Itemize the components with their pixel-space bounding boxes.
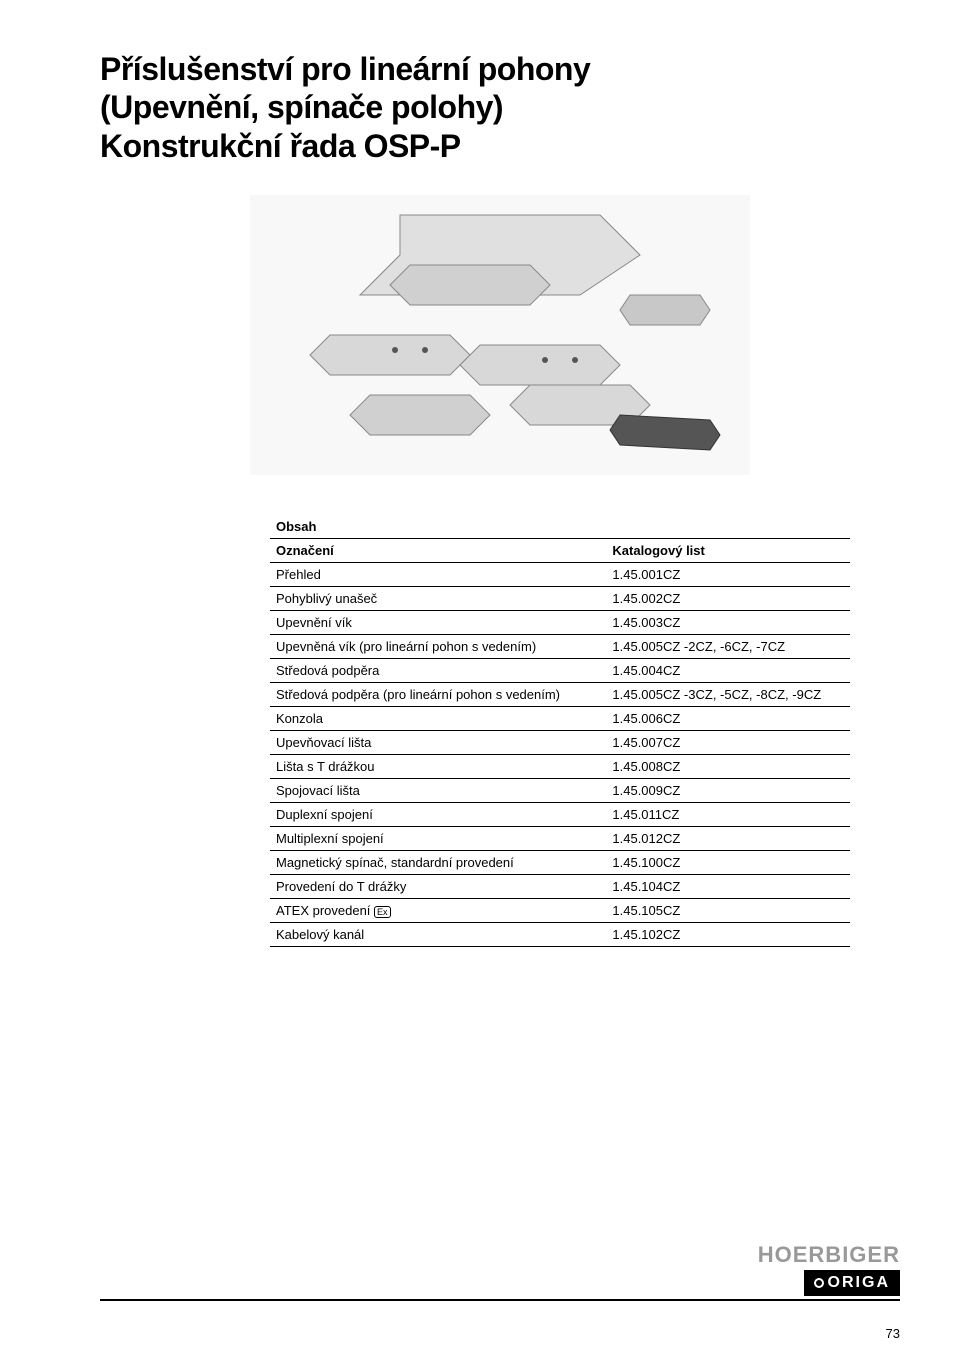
- logo-origa: ORIGA: [804, 1270, 900, 1296]
- table-cell-code: 1.45.002CZ: [606, 587, 850, 611]
- table-cell-label: Upevnění vík: [270, 611, 606, 635]
- table-row: Upevněná vík (pro lineární pohon s veden…: [270, 635, 850, 659]
- table-cell-label: Konzola: [270, 707, 606, 731]
- table-body: Přehled1.45.001CZPohyblivý unašeč1.45.00…: [270, 563, 850, 947]
- table-cell-label: Duplexní spojení: [270, 803, 606, 827]
- table-cell-label: Přehled: [270, 563, 606, 587]
- exploded-drawing-svg: [250, 195, 750, 475]
- table-cell-code: 1.45.005CZ -3CZ, -5CZ, -8CZ, -9CZ: [606, 683, 850, 707]
- page-root: Příslušenství pro lineární pohony (Upevn…: [0, 0, 960, 1371]
- table-row: Upevnění vík1.45.003CZ: [270, 611, 850, 635]
- table-cell-label: Multiplexní spojení: [270, 827, 606, 851]
- table-row: ATEX provedení Ex1.45.105CZ: [270, 899, 850, 923]
- product-exploded-view: [250, 195, 750, 475]
- table-cell-code: 1.45.007CZ: [606, 731, 850, 755]
- contents-table-wrap: Obsah Označení Katalogový list Přehled1.…: [270, 515, 850, 947]
- table-header-col2: Katalogový list: [606, 539, 850, 563]
- table-row: Konzola1.45.006CZ: [270, 707, 850, 731]
- logo-origa-text: ORIGA: [828, 1274, 890, 1291]
- table-cell-label: Spojovací lišta: [270, 779, 606, 803]
- table-cell-code: 1.45.005CZ -2CZ, -6CZ, -7CZ: [606, 635, 850, 659]
- table-cell-label: Lišta s T drážkou: [270, 755, 606, 779]
- table-row: Středová podpěra (pro lineární pohon s v…: [270, 683, 850, 707]
- table-cell-code: 1.45.004CZ: [606, 659, 850, 683]
- table-cell-label: Kabelový kanál: [270, 923, 606, 947]
- table-row: Lišta s T drážkou1.45.008CZ: [270, 755, 850, 779]
- table-caption: Obsah: [270, 515, 850, 539]
- table-header-col1: Označení: [270, 539, 606, 563]
- table-cell-label: Upevněná vík (pro lineární pohon s veden…: [270, 635, 606, 659]
- title-line-1: Příslušenství pro lineární pohony: [100, 50, 900, 88]
- table-cell-code: 1.45.012CZ: [606, 827, 850, 851]
- table-row: Přehled1.45.001CZ: [270, 563, 850, 587]
- table-cell-code: 1.45.008CZ: [606, 755, 850, 779]
- table-cell-code: 1.45.100CZ: [606, 851, 850, 875]
- table-cell-label: Provedení do T drážky: [270, 875, 606, 899]
- table-cell-label: Pohyblivý unašeč: [270, 587, 606, 611]
- table-cell-label: Magnetický spínač, standardní provedení: [270, 851, 606, 875]
- table-cell-code: 1.45.006CZ: [606, 707, 850, 731]
- table-cell-code: 1.45.009CZ: [606, 779, 850, 803]
- table-row: Středová podpěra1.45.004CZ: [270, 659, 850, 683]
- table-cell-label: Středová podpěra: [270, 659, 606, 683]
- table-row: Kabelový kanál1.45.102CZ: [270, 923, 850, 947]
- table-row: Magnetický spínač, standardní provedení1…: [270, 851, 850, 875]
- table-cell-label: Středová podpěra (pro lineární pohon s v…: [270, 683, 606, 707]
- table-cell-code: 1.45.001CZ: [606, 563, 850, 587]
- table-cell-code: 1.45.011CZ: [606, 803, 850, 827]
- table-cell-code: 1.45.104CZ: [606, 875, 850, 899]
- title-line-3: Konstrukční řada OSP-P: [100, 127, 900, 165]
- page-title: Příslušenství pro lineární pohony (Upevn…: [100, 50, 900, 165]
- table-cell-label: Upevňovací lišta: [270, 731, 606, 755]
- table-cell-code: 1.45.102CZ: [606, 923, 850, 947]
- table-cell-label: ATEX provedení Ex: [270, 899, 606, 923]
- table-row: Multiplexní spojení1.45.012CZ: [270, 827, 850, 851]
- table-row: Pohyblivý unašeč1.45.002CZ: [270, 587, 850, 611]
- footer-separator: [100, 1299, 900, 1301]
- table-row: Provedení do T drážky1.45.104CZ: [270, 875, 850, 899]
- table-cell-code: 1.45.105CZ: [606, 899, 850, 923]
- table-cell-code: 1.45.003CZ: [606, 611, 850, 635]
- contents-table: Obsah Označení Katalogový list Přehled1.…: [270, 515, 850, 947]
- table-row: Spojovací lišta1.45.009CZ: [270, 779, 850, 803]
- brand-logo: HOERBIGER ORIGA: [700, 1244, 900, 1296]
- page-number: 73: [886, 1326, 900, 1341]
- ex-icon: Ex: [374, 906, 391, 918]
- table-row: Duplexní spojení1.45.011CZ: [270, 803, 850, 827]
- table-row: Upevňovací lišta1.45.007CZ: [270, 731, 850, 755]
- logo-hoerbiger: HOERBIGER: [700, 1244, 900, 1266]
- title-line-2: (Upevnění, spínače polohy): [100, 88, 900, 126]
- origa-dot-icon: [814, 1278, 824, 1288]
